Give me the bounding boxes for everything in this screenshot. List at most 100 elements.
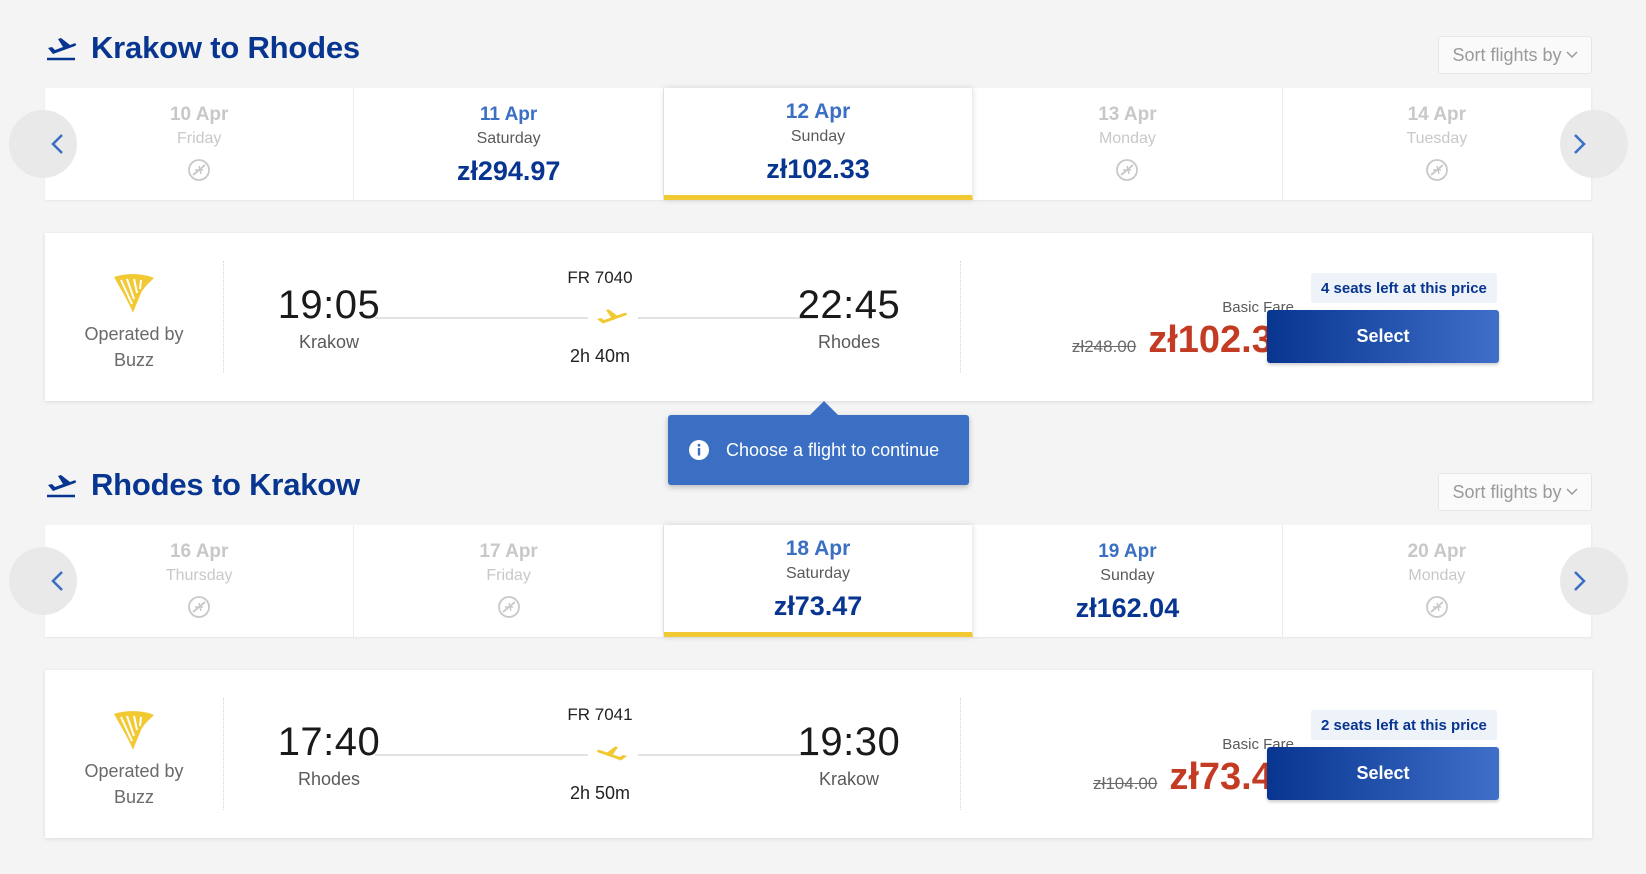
date-cell-return-0[interactable]: 16 Apr Thursday [45,525,355,637]
return-next-dates-button[interactable] [1560,547,1628,615]
day-label: Sunday [790,128,846,145]
date-label: 10 Apr [169,104,229,125]
sort-label: Sort flights by [1452,481,1562,502]
return-section: Rhodes to Krakow Sort flights by 16 Apr … [9,465,1628,838]
day-label: Sunday [1100,567,1155,584]
return-flight-card[interactable]: Operated by Buzz 17:40 Rhodes FR 7041 2h… [45,670,1592,838]
day-label: Friday [176,130,222,147]
route-line [375,317,588,319]
outbound-select-button[interactable]: Select [1267,310,1499,363]
no-flights-icon [188,159,211,181]
divider [960,698,961,810]
no-flights-icon [1425,159,1448,181]
day-label: Tuesday [1406,130,1468,147]
date-cell-outbound-3[interactable]: 13 Apr Monday [973,88,1283,200]
route-line [638,317,818,319]
outbound-title: Krakow to Rhodes [45,30,360,66]
plane-takeoff-icon [47,38,77,61]
date-label: 19 Apr [1098,541,1157,562]
chevron-right-icon [1574,134,1586,154]
info-icon [689,440,709,460]
departure-info: 17:40 Rhodes [255,720,403,790]
arrival-city: Krakow [818,769,880,789]
date-cell-return-3[interactable]: 19 Apr Sunday zł162.04 [973,525,1283,637]
outbound-title-text: Krakow to Rhodes [91,30,360,65]
no-flights-icon [188,596,211,618]
arrival-info: 22:45 Rhodes [775,283,923,353]
day-label: Saturday [476,130,541,147]
seats-left-badge: 4 seats left at this price [1311,273,1497,303]
arrival-info: 19:30 Krakow [775,720,923,790]
outbound-sort-button[interactable]: Sort flights by [1438,36,1592,74]
operator-label: Operated by [84,761,184,781]
fare-prices: zł104.00 zł73.47 [1093,756,1294,799]
route-line [375,754,588,756]
date-price: zł162.04 [1075,593,1180,623]
flight-number: FR 7040 [567,268,633,287]
return-date-strip: 16 Apr Thursday 17 Apr Friday 18 Apr Sat… [9,525,1628,637]
route-line [638,754,818,756]
date-cell-return-1[interactable]: 17 Apr Friday [354,525,664,637]
operator-label: Operated by [84,324,184,344]
outbound-date-strip: 10 Apr Friday 11 Apr Saturday zł294.97 1… [9,88,1628,200]
flight-number: FR 7041 [567,705,633,724]
no-flights-icon [497,596,520,618]
departure-info: 19:05 Krakow [255,283,403,353]
outbound-flight-card[interactable]: Operated by Buzz 19:05 Krakow FR 7040 2h… [45,233,1592,401]
date-price: zł102.33 [766,154,870,184]
seats-left-badge: 2 seats left at this price [1311,710,1497,740]
operator-name: Buzz [113,787,155,807]
harp-logo-icon [114,711,154,750]
chevron-right-icon [1574,571,1586,591]
chevron-down-icon [1565,488,1578,496]
chevron-down-icon [1565,51,1578,59]
return-title: Rhodes to Krakow [45,467,360,503]
day-label: Monday [1098,130,1156,147]
flight-duration: 2h 40m [569,346,631,366]
arrival-time: 22:45 [797,283,901,327]
date-cell-return-2-selected[interactable]: 18 Apr Saturday zł73.47 [663,525,974,637]
operator-name: Buzz [113,350,155,370]
day-label: Friday [486,567,531,584]
date-label: 13 Apr [1098,104,1157,125]
no-flights-icon [1425,596,1448,618]
date-label: 11 Apr [479,104,538,125]
date-label: 20 Apr [1407,541,1467,562]
outbound-next-dates-button[interactable] [1560,110,1628,178]
date-cell-outbound-2-selected[interactable]: 12 Apr Sunday zł102.33 [663,88,974,200]
no-flights-icon [1116,159,1139,181]
operator-info: Operated by Buzz [45,261,223,373]
fare-prices: zł248.00 zł102.33 [1072,319,1294,362]
outbound-section: Krakow to Rhodes Sort flights by 10 Apr … [9,28,1628,401]
return-sort-button[interactable]: Sort flights by [1438,473,1592,511]
divider [960,261,961,373]
return-select-button[interactable]: Select [1267,747,1499,800]
outbound-header: Krakow to Rhodes Sort flights by [45,28,1592,74]
date-cell-return-4[interactable]: 20 Apr Monday [1283,525,1593,637]
departure-city: Rhodes [297,769,361,789]
date-price: zł294.97 [456,156,561,186]
divider [223,698,224,810]
chevron-left-icon [51,571,63,591]
date-cell-outbound-4[interactable]: 14 Apr Tuesday [1283,88,1593,200]
date-label: 16 Apr [169,541,229,562]
departure-city: Krakow [298,332,360,352]
date-cell-outbound-0[interactable]: 10 Apr Friday [45,88,355,200]
choose-flight-tooltip: Choose a flight to continue [668,401,969,485]
outbound-prev-dates-button[interactable] [9,110,77,178]
operator-info: Operated by Buzz [45,698,223,810]
arrival-city: Rhodes [817,332,881,352]
date-label: 14 Apr [1407,104,1467,125]
date-price: zł73.47 [773,591,863,621]
date-label: 18 Apr [785,537,851,560]
day-label: Monday [1408,567,1466,584]
date-cell-outbound-1[interactable]: 11 Apr Saturday zł294.97 [354,88,664,200]
plane-takeoff-icon [47,475,77,498]
day-label: Saturday [785,565,851,582]
sort-label: Sort flights by [1452,44,1562,65]
departure-time: 17:40 [277,720,381,764]
date-label: 17 Apr [479,541,538,562]
return-prev-dates-button[interactable] [9,547,77,615]
return-title-text: Rhodes to Krakow [91,467,360,502]
return-header: Rhodes to Krakow Sort flights by [45,465,1592,511]
